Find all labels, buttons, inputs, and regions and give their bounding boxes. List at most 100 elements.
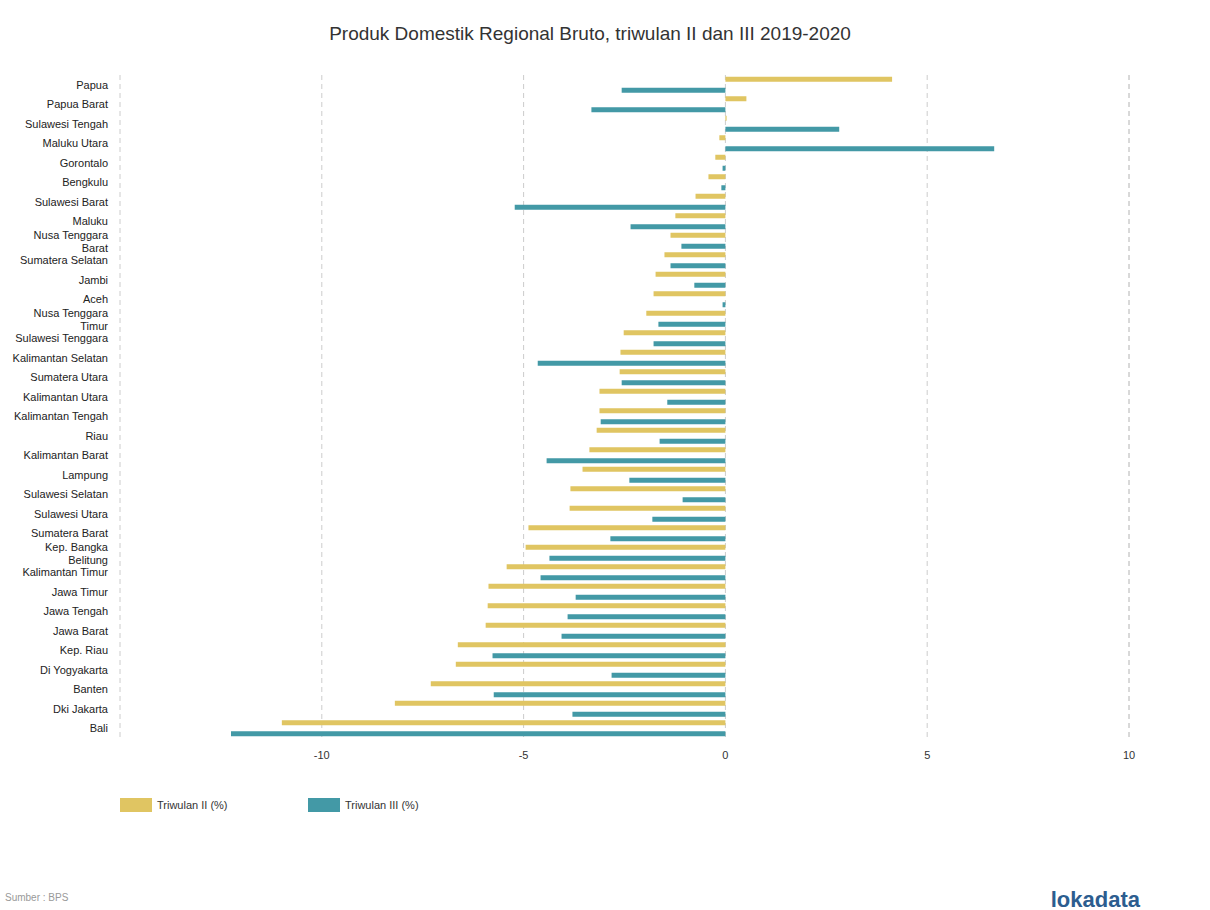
bar [395,701,726,706]
category-label: Nusa TenggaraTimur [34,307,109,332]
tick-label: -5 [519,749,529,761]
tick-label: -10 [314,749,330,761]
bar [538,361,726,366]
grid-line [523,75,524,738]
grid-line [927,75,928,738]
bar [723,166,726,171]
bar [671,233,726,238]
bar [715,155,725,160]
category-label: Di Yogyakarta [40,664,109,676]
bar [541,575,726,580]
bar [620,350,725,355]
category-label: Dki Jakarta [53,703,109,715]
bar [612,673,726,678]
category-label: Banten [73,683,108,695]
tick-label: 0 [722,749,728,761]
category-label: Kalimantan Utara [23,391,109,403]
category-label: Jawa Tengah [43,605,108,617]
bar [725,116,726,121]
title: Produk Domestik Regional Bruto, triwulan… [329,23,851,44]
bar [683,497,726,502]
category-label: Papua [76,79,109,91]
tick-label: 5 [924,749,930,761]
legend-item: Triwulan II (%) [120,798,228,812]
grid-line [1129,75,1130,738]
category-label: Jawa Timur [52,586,109,598]
category-label: Sulawesi Utara [34,508,109,520]
category-label: Sumatera Utara [30,371,109,383]
legend-label: Triwulan III (%) [345,799,419,811]
grid-line [321,75,322,738]
legend-swatch [120,798,152,812]
bar [675,213,725,218]
axis-end [1129,75,1130,738]
category-label: Sulawesi Selatan [24,488,108,500]
bar [708,174,725,179]
brand: lokadata [1051,887,1141,910]
bar [572,712,725,717]
bar [652,517,725,522]
bar [610,536,725,541]
category-label: Jambi [79,274,108,286]
legend-item: Triwulan III (%) [308,798,419,812]
category-label: Bengkulu [62,176,108,188]
category-label: Lampung [62,469,108,481]
bar [624,330,726,335]
bar [570,506,726,511]
bar [488,603,726,608]
legend-label: Triwulan II (%) [157,799,228,811]
bar [664,252,725,257]
bar [725,146,994,151]
category-label: Aceh [83,293,108,305]
bar [549,556,725,561]
bar [431,681,726,686]
bar [681,244,725,249]
bar [591,107,725,112]
category-label: Sumatera Barat [31,527,108,539]
bar [622,380,726,385]
bar [660,439,726,444]
category-label: Riau [85,430,108,442]
category-label: Gorontalo [60,157,108,169]
bar [493,653,726,658]
bar [601,419,726,424]
bar [725,96,746,101]
bar [667,400,725,405]
bar [547,458,726,463]
category-label: Maluku Utara [43,137,109,149]
bar [458,642,726,647]
axis-end [120,75,121,738]
category-label: Kalimantan Selatan [13,352,108,364]
bar [282,720,726,725]
source: Sumber : BPS [5,892,69,903]
bar [589,447,725,452]
bar [568,614,726,619]
bar [570,486,725,491]
category-label: Kep. Riau [60,644,108,656]
bar [526,545,726,550]
bar [631,224,726,229]
bar [654,341,726,346]
bar [488,584,725,589]
bar [654,291,726,296]
chart: Produk Domestik Regional Bruto, triwulan… [0,0,1210,910]
category-label: Maluku [73,215,108,227]
bar [456,662,726,667]
bar [528,525,725,530]
bar [562,634,726,639]
category-label: Bali [90,722,108,734]
bar [597,428,726,433]
bar [515,205,726,210]
bar [620,369,726,374]
bar [494,692,726,697]
category-label: Papua Barat [47,98,108,110]
bar [719,135,725,140]
bar [694,283,725,288]
bar [583,467,726,472]
category-label: Kalimantan Barat [24,449,108,461]
category-label: Sulawesi Tengah [25,118,108,130]
bar [231,731,725,736]
category-label: Kalimantan Tengah [14,410,108,422]
category-label: Sumatera Selatan [20,254,108,266]
category-label: Kep. BangkaBelitung [45,541,109,566]
